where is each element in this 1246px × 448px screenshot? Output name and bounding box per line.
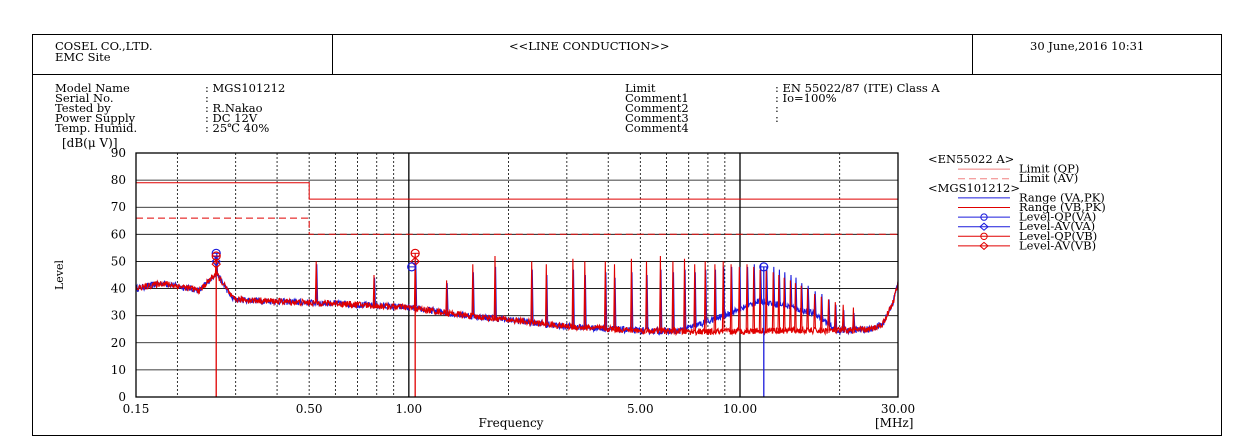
info-value-comment3: : [775,111,779,125]
report-frame: COSEL CO.,LTD. EMC Site <<LINE CONDUCTIO… [32,34,1222,436]
info-label-comment4: Comment4 [625,121,689,135]
report-header: COSEL CO.,LTD. EMC Site <<LINE CONDUCTIO… [33,35,1221,75]
info-value-tested: : R.Nakao [205,101,263,115]
info-label-model: Model Name [55,81,130,95]
title-cell: <<LINE CONDUCTION>> [333,35,973,74]
datetime-cell: 30 June,2016 10:31 [973,35,1223,74]
info-label-serial: Serial No. [55,91,114,105]
info-value-comment2: : [775,101,779,115]
info-label-tested: Tested by [55,101,111,115]
report-datetime: 30 June,2016 10:31 [1030,39,1145,53]
info-label-power: Power Supply [55,111,136,125]
info-value-limit: : EN 55022/87 (ITE) Class A [775,81,940,95]
site-name: EMC Site [55,50,111,64]
info-label-comment2: Comment2 [625,101,689,115]
report-title: <<LINE CONDUCTION>> [509,39,670,53]
company-cell: COSEL CO.,LTD. EMC Site [33,35,333,74]
info-value-serial: : [205,91,209,105]
info-label-comment1: Comment1 [625,91,689,105]
company-name: COSEL CO.,LTD. [55,39,153,53]
info-value-power: : DC 12V [205,111,258,125]
info-value-model: : MGS101212 [205,81,286,95]
info-label-comment3: Comment3 [625,111,689,125]
info-label-temp: Temp. Humid. [55,121,138,135]
info-label-limit: Limit [625,81,656,95]
info-value-comment1: : Io=100% [775,91,837,105]
info-value-temp: : 25℃ 40% [205,121,270,135]
